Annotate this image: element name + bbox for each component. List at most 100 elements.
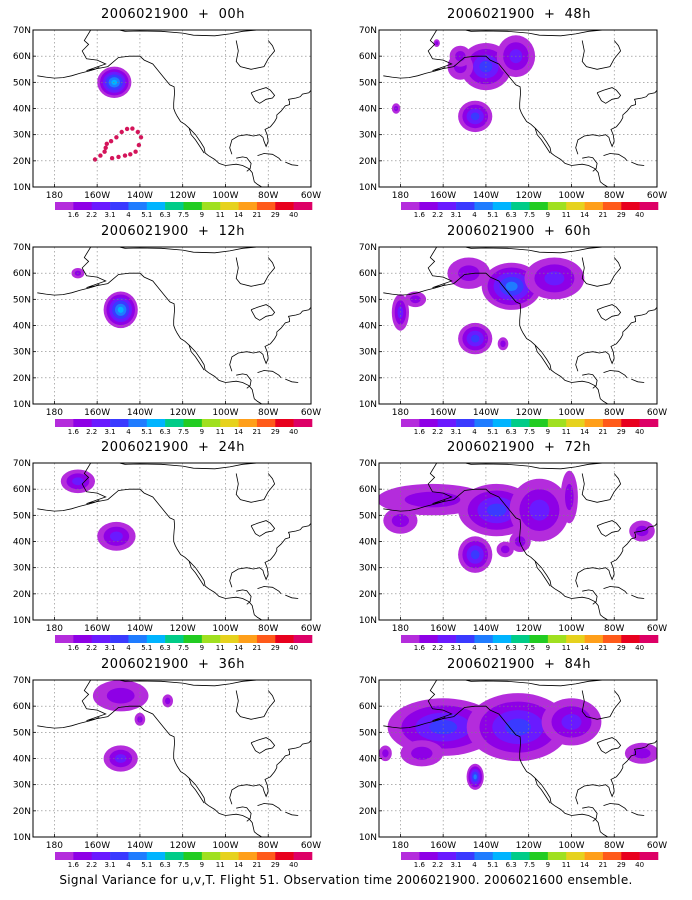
color-scale-label: 1.6: [68, 428, 80, 436]
color-scale-label: 4: [126, 644, 131, 652]
observation-dot: [138, 135, 144, 140]
variance-blob: [92, 680, 149, 712]
color-scale-swatch: [73, 852, 93, 860]
color-scale-label: 9: [546, 428, 550, 436]
color-scale-swatch: [256, 202, 276, 210]
color-scale-swatch: [256, 635, 276, 643]
color-scale-label: 40: [289, 861, 298, 869]
color-scale-swatch: [474, 852, 494, 860]
variance-shading: [391, 35, 536, 133]
color-scale-swatch: [492, 202, 512, 210]
observation-dot: [103, 145, 108, 150]
color-scale-label: 21: [252, 211, 261, 219]
x-tick-label: 120W: [516, 841, 542, 851]
color-scale-swatch: [492, 419, 512, 427]
color-scale-label: 6.3: [160, 861, 171, 869]
variance-blob: [466, 763, 484, 790]
color-scale-swatch: [401, 419, 420, 427]
y-tick-label: 40N: [359, 105, 377, 115]
observation-dot: [124, 126, 130, 132]
color-scale-label: 7.5: [178, 428, 189, 436]
color-scale-label: 3.1: [104, 861, 115, 869]
color-scale-bar: 1.6 2.2 3.1 4 5.1 6.3 7.5 9 11 14 21 29 40: [401, 852, 659, 869]
color-scale-swatch: [419, 635, 439, 643]
x-tick-label: 160W: [84, 841, 110, 851]
y-tick-label: 10N: [13, 183, 31, 193]
color-scale-label: 4: [126, 428, 131, 436]
color-scale-swatch: [146, 635, 166, 643]
color-scale-label: 3.1: [450, 861, 461, 869]
variance-blob: [524, 257, 585, 300]
color-scale-label: 6.3: [160, 644, 171, 652]
color-scale-swatch: [73, 635, 93, 643]
color-scale-label: 7.5: [178, 861, 189, 869]
color-scale-swatch: [492, 852, 512, 860]
color-scale-label: 40: [289, 211, 298, 219]
color-scale-label: 4: [126, 861, 131, 869]
color-scale-label: 14: [234, 428, 243, 436]
y-tick-label: 30N: [359, 781, 377, 791]
y-tick-label: 30N: [13, 348, 31, 358]
y-tick-label: 70N: [13, 459, 31, 469]
color-scale-label: 2.2: [432, 644, 443, 652]
map-panel: 2006021900 + 60h 10N 20N 30N 40N 50N 60N 70N 180…: [346, 217, 692, 436]
panel-title: 2006021900 + 12h: [0, 224, 346, 239]
color-scale-bar: 1.6 2.2 3.1 4 5.1 6.3 7.5 9 11 14 21 29 40: [55, 202, 313, 219]
panel-title: 2006021900 + 48h: [346, 7, 692, 22]
x-tick-label: 160W: [430, 841, 456, 851]
coastlines: [383, 247, 657, 404]
color-scale-swatch: [293, 635, 313, 643]
map-figure: 10N 20N 30N 40N 50N 60N 70N 180 160W 140W 120W 100W…: [13, 243, 321, 436]
color-scale-label: 11: [216, 428, 225, 436]
color-scale-swatch: [128, 202, 148, 210]
variance-blob: [458, 536, 493, 573]
panel-title: 2006021900 + 00h: [0, 7, 346, 22]
x-tick-label: 180: [46, 841, 63, 851]
color-scale-label: 2.2: [86, 211, 97, 219]
color-scale-bar: 1.6 2.2 3.1 4 5.1 6.3 7.5 9 11 14 21 29 40: [55, 635, 313, 652]
color-scale-swatch: [146, 419, 166, 427]
color-scale-label: 14: [580, 644, 589, 652]
color-scale-swatch: [183, 635, 203, 643]
x-tick-label: 120W: [516, 408, 542, 418]
color-scale-label: 7.5: [178, 644, 189, 652]
y-tick-label: 30N: [13, 131, 31, 141]
color-scale-label: 21: [252, 861, 261, 869]
y-tick-label: 60N: [13, 485, 31, 495]
x-tick-label: 100W: [558, 841, 584, 851]
y-tick-label: 40N: [13, 322, 31, 332]
color-scale-label: 6.3: [506, 861, 517, 869]
color-scale-label: 3.1: [450, 211, 461, 219]
map-panel: 2006021900 + 36h 10N 20N 30N 40N 50N 60N 70N 180…: [0, 650, 346, 869]
color-scale-label: 14: [580, 861, 589, 869]
x-tick-label: 140W: [127, 191, 153, 201]
variance-blob: [134, 712, 146, 726]
map-panel: 2006021900 + 84h 10N 20N 30N 40N 50N 60N 70N 180…: [346, 650, 692, 869]
y-tick-label: 50N: [13, 78, 31, 88]
variance-blob: [103, 745, 138, 772]
y-tick-label: 70N: [359, 459, 377, 469]
color-scale-label: 11: [562, 211, 571, 219]
color-scale-swatch: [201, 202, 221, 210]
color-scale-swatch: [621, 202, 640, 210]
color-scale-bar: 1.6 2.2 3.1 4 5.1 6.3 7.5 9 11 14 21 29 40: [401, 635, 659, 652]
color-scale-swatch: [401, 202, 420, 210]
color-scale-label: 3.1: [104, 211, 115, 219]
color-scale-label: 29: [271, 428, 280, 436]
color-scale-label: 11: [216, 861, 225, 869]
color-scale-label: 40: [289, 428, 298, 436]
color-scale-label: 11: [216, 211, 225, 219]
x-tick-label: 160W: [430, 624, 456, 634]
color-scale-label: 5.1: [487, 644, 498, 652]
observation-dot: [109, 156, 115, 161]
variance-blob: [541, 698, 602, 746]
color-scale-label: 11: [562, 428, 571, 436]
x-tick-label: 80W: [604, 624, 624, 634]
color-scale-swatch: [293, 202, 313, 210]
color-scale-swatch: [511, 635, 530, 643]
x-tick-label: 120W: [170, 191, 196, 201]
color-scale-label: 40: [635, 644, 644, 652]
color-scale-swatch: [183, 202, 203, 210]
x-tick-label: 140W: [473, 624, 499, 634]
color-scale-swatch: [128, 635, 148, 643]
